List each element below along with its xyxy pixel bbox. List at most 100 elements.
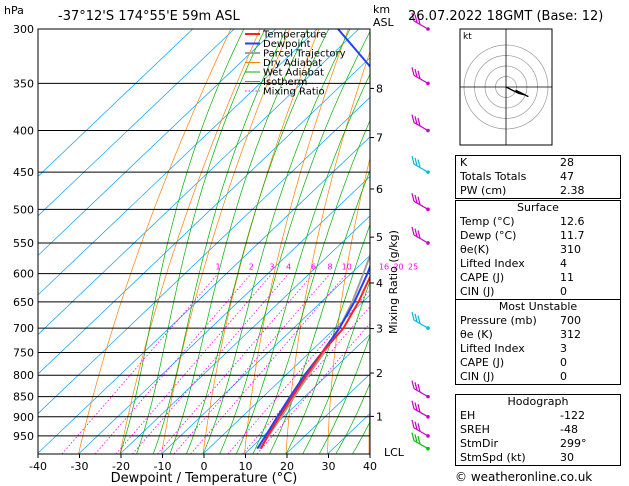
- wet-adiabat-line: [335, 382, 370, 454]
- most-unstable-row: Pressure (mb) 700: [456, 314, 620, 328]
- x-tick-label: 10: [239, 460, 253, 473]
- index-name: Temp (°C): [460, 215, 515, 228]
- index-value: -48: [560, 423, 578, 436]
- pressure-ticks: 300 350 400 450 500 550 600 650 700 750 800 850 900 9…: [13, 23, 34, 443]
- index-name: Dewp (°C): [460, 229, 517, 242]
- surface-title: Surface: [517, 201, 559, 214]
- index-name: CAPE (J): [460, 271, 505, 284]
- index-value: 4: [560, 257, 567, 270]
- mixing-ratio-value-label: 16: [379, 263, 389, 272]
- hodograph-trace: [505, 86, 529, 98]
- altitude-tick-label: 4: [376, 277, 383, 290]
- mixing-ratio-value-label: 25: [408, 263, 418, 272]
- wind-barb-flag: [411, 155, 415, 165]
- pressure-tick-label: 750: [13, 346, 34, 359]
- legend-entry: Wet Adiabat: [263, 68, 324, 79]
- pressure-tick-label: 450: [13, 166, 34, 179]
- index-value: 3: [560, 342, 567, 355]
- x-tick-label: -10: [154, 460, 172, 473]
- index-value: 310: [560, 243, 581, 256]
- wind-barb-flag: [411, 12, 415, 22]
- altitude-tick-label: 6: [376, 183, 383, 196]
- wind-barb-shaft: [413, 163, 429, 173]
- index-value: 47: [560, 170, 574, 183]
- isotherm-line: [38, 29, 235, 217]
- wind-barb-flag: [417, 423, 421, 432]
- hodograph-unit-label: kt: [463, 32, 472, 42]
- index-name: K: [460, 156, 468, 169]
- isotherm-line: [119, 215, 370, 454]
- mixing-ratio-value-label: 8: [328, 263, 333, 272]
- isotherm-line: [202, 294, 370, 454]
- wind-barb-flag: [411, 67, 415, 76]
- pressure-tick-label: 300: [13, 23, 34, 36]
- location-title: -37°12'S 174°55'E 59m ASL: [58, 9, 240, 24]
- index-name: StmDir: [460, 437, 499, 450]
- wind-barb-shaft: [413, 408, 429, 418]
- mixing-ratio-value-label: 10: [342, 263, 352, 272]
- index-name: CAPE (J): [460, 356, 505, 369]
- mixing-ratio-line: [173, 273, 331, 454]
- isotherm-line: [38, 29, 359, 335]
- wind-barb-flag: [417, 383, 421, 393]
- hodograph-title: Hodograph: [507, 395, 569, 408]
- wind-barb-flag: [411, 226, 415, 236]
- isotherm-line: [38, 96, 370, 415]
- surface-table: Surface Temp (°C) 12.6 Dewp (°C) 11.7 θe(K) 3…: [455, 200, 621, 385]
- isotherm-line: [244, 333, 370, 454]
- legend-entry: Isotherm: [263, 77, 307, 88]
- mixing-ratio-value-label: 1: [215, 263, 220, 272]
- mixing-ratio-value-label: 20: [393, 263, 403, 272]
- wind-barb-flag: [414, 157, 418, 166]
- legend-entry: Temperature: [262, 30, 326, 41]
- wind-barb-flag: [417, 196, 421, 205]
- mixing-ratio-line: [227, 289, 370, 454]
- mixing-ratio-line: [94, 273, 252, 454]
- wind-barb-flag: [414, 228, 418, 237]
- mixing-ratio-value-label: 4: [286, 263, 291, 272]
- wind-barb-flag: [411, 419, 415, 429]
- index-value: 0: [560, 356, 567, 369]
- wind-barb-flag: [417, 435, 421, 445]
- index-row: K 28: [456, 156, 620, 170]
- altitude-ticks: 8 7 6 5 4 3 2 1: [370, 82, 383, 423]
- wind-barb-flag: [417, 404, 421, 413]
- wet-adiabat-line: [318, 334, 370, 454]
- wind-barb-flag: [414, 14, 418, 23]
- isotherm-line: [78, 175, 370, 454]
- index-name: Pressure (mb): [460, 314, 537, 327]
- index-value: 700: [560, 314, 581, 327]
- hodograph-row: SREH -48: [456, 423, 620, 437]
- legend-entry: Mixing Ratio: [263, 87, 325, 98]
- hpa-unit-label: hPa: [4, 4, 24, 17]
- isotherm-line: [38, 29, 318, 296]
- asl-unit-label: ASL: [373, 16, 395, 29]
- x-tick-label: 30: [322, 460, 336, 473]
- altitude-tick-label: 5: [376, 231, 383, 244]
- lcl-label: LCL: [384, 446, 405, 459]
- indices-top-table: K 28 Totals Totals 47 PW (cm) 2.38: [455, 155, 621, 199]
- wind-barbs: [411, 12, 430, 451]
- wind-barb-flag: [411, 311, 415, 321]
- wind-barb-flag: [417, 117, 421, 127]
- altitude-tick-label: 2: [376, 367, 383, 380]
- wind-barb-flag: [411, 114, 415, 123]
- wind-barb-flag: [417, 315, 421, 324]
- wind-barb-shaft: [413, 440, 429, 450]
- index-value: 312: [560, 328, 581, 341]
- x-tick-label: -30: [71, 460, 89, 473]
- most-unstable-row: CIN (J) 0: [456, 370, 620, 384]
- index-name: Totals Totals: [460, 170, 527, 183]
- wind-barb-shaft: [413, 427, 429, 437]
- index-value: 299°: [560, 437, 587, 450]
- index-name: Lifted Index: [460, 342, 525, 355]
- index-name: θe (K): [460, 328, 493, 341]
- mixing-ratio-value-label: 2: [249, 263, 254, 272]
- mixing-ratio-labels: 1 2 3 4 6 8 10 16 20 25: [215, 263, 418, 272]
- altitude-tick-label: 1: [376, 410, 383, 423]
- wind-barb-flag: [417, 70, 421, 79]
- pressure-tick-label: 500: [13, 203, 34, 216]
- index-value: 11: [560, 271, 574, 284]
- wind-barb-shaft: [413, 388, 429, 398]
- wind-barb-flag: [411, 193, 415, 202]
